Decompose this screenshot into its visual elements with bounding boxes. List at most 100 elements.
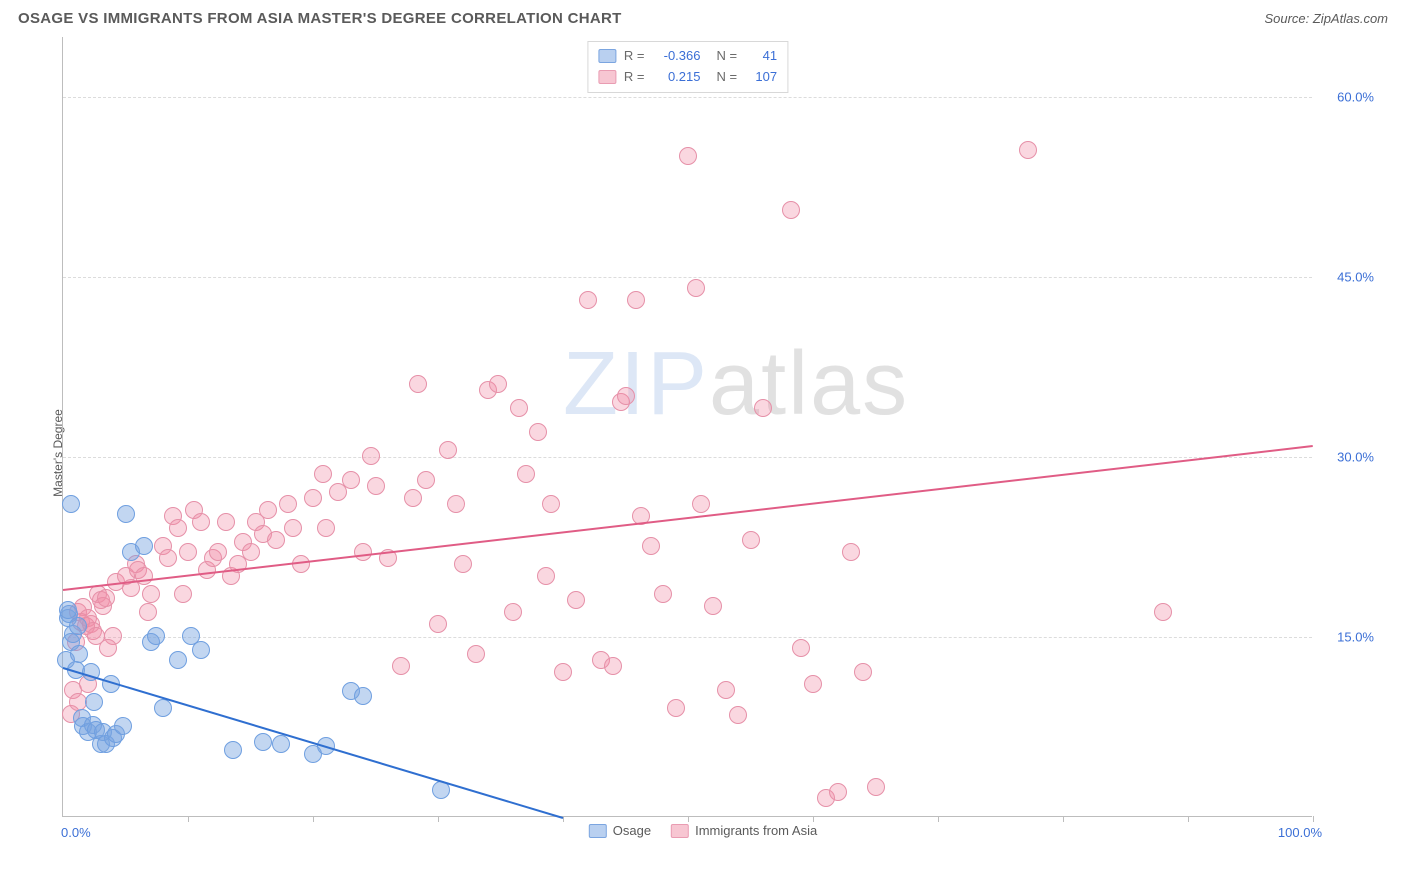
- point-blue: [224, 741, 242, 759]
- point-pink: [99, 639, 117, 657]
- legend-swatch: [671, 824, 689, 838]
- point-pink: [159, 549, 177, 567]
- x-tick: [1188, 816, 1189, 822]
- watermark: ZIPatlas: [563, 333, 909, 436]
- point-pink: [537, 567, 555, 585]
- point-blue: [114, 717, 132, 735]
- legend-swatch: [598, 49, 616, 63]
- point-pink: [679, 147, 697, 165]
- x-tick: [188, 816, 189, 822]
- point-pink: [627, 291, 645, 309]
- trendline-blue: [63, 667, 564, 819]
- watermark-zip: ZIP: [563, 334, 709, 434]
- point-pink: [529, 423, 547, 441]
- point-pink: [367, 477, 385, 495]
- point-pink: [617, 387, 635, 405]
- x-tick: [938, 816, 939, 822]
- point-pink: [467, 645, 485, 663]
- point-pink: [854, 663, 872, 681]
- x-tick: [688, 816, 689, 822]
- point-blue: [254, 733, 272, 751]
- point-pink: [542, 495, 560, 513]
- point-pink: [704, 597, 722, 615]
- legend-swatch: [598, 70, 616, 84]
- x-tick: [313, 816, 314, 822]
- point-pink: [454, 555, 472, 573]
- point-pink: [742, 531, 760, 549]
- point-pink: [429, 615, 447, 633]
- x-tick: [813, 816, 814, 822]
- point-blue: [147, 627, 165, 645]
- point-pink: [97, 589, 115, 607]
- point-blue: [192, 641, 210, 659]
- point-pink: [717, 681, 735, 699]
- plot-area: ZIPatlas R =-0.366N =41R =0.215N =107 15…: [62, 37, 1312, 817]
- point-pink: [409, 375, 427, 393]
- point-blue: [69, 617, 87, 635]
- point-pink: [642, 537, 660, 555]
- point-pink: [404, 489, 422, 507]
- point-pink: [654, 585, 672, 603]
- point-blue: [117, 505, 135, 523]
- gridline: [63, 277, 1312, 278]
- point-pink: [174, 585, 192, 603]
- point-blue: [59, 601, 77, 619]
- x-label-left: 0.0%: [61, 825, 91, 840]
- x-tick: [1313, 816, 1314, 822]
- point-pink: [362, 447, 380, 465]
- point-blue: [62, 495, 80, 513]
- bottom-legend: OsageImmigrants from Asia: [589, 823, 817, 838]
- point-pink: [867, 778, 885, 796]
- point-pink: [692, 495, 710, 513]
- stats-n-label: N =: [717, 46, 738, 67]
- x-tick: [438, 816, 439, 822]
- stats-r-value: 0.215: [653, 67, 701, 88]
- point-pink: [567, 591, 585, 609]
- point-pink: [179, 543, 197, 561]
- stats-r-label: R =: [624, 67, 645, 88]
- point-pink: [782, 201, 800, 219]
- stats-r-value: -0.366: [653, 46, 701, 67]
- y-tick-label: 45.0%: [1337, 270, 1374, 285]
- point-pink: [439, 441, 457, 459]
- point-pink: [139, 603, 157, 621]
- stats-legend: R = -0.366 N = 41 R = 0.215 N = 107: [587, 41, 788, 93]
- point-blue: [135, 537, 153, 555]
- point-pink: [829, 783, 847, 801]
- point-pink: [667, 699, 685, 717]
- point-pink: [792, 639, 810, 657]
- point-pink: [804, 675, 822, 693]
- point-pink: [317, 519, 335, 537]
- point-pink: [242, 543, 260, 561]
- point-blue: [70, 645, 88, 663]
- point-pink: [267, 531, 285, 549]
- point-pink: [489, 375, 507, 393]
- point-blue: [272, 735, 290, 753]
- legend-swatch: [589, 824, 607, 838]
- point-blue: [169, 651, 187, 669]
- point-pink: [284, 519, 302, 537]
- point-pink: [354, 543, 372, 561]
- point-pink: [1019, 141, 1037, 159]
- y-tick-label: 15.0%: [1337, 630, 1374, 645]
- point-pink: [579, 291, 597, 309]
- stats-n-value: 107: [745, 67, 777, 88]
- point-pink: [729, 706, 747, 724]
- point-pink: [517, 465, 535, 483]
- stats-n-value: 41: [745, 46, 777, 67]
- stats-r-label: R =: [624, 46, 645, 67]
- legend-label: Immigrants from Asia: [695, 823, 817, 838]
- x-tick: [1063, 816, 1064, 822]
- gridline: [63, 97, 1312, 98]
- point-pink: [1154, 603, 1172, 621]
- point-blue: [354, 687, 372, 705]
- x-label-right: 100.0%: [1278, 825, 1322, 840]
- point-pink: [687, 279, 705, 297]
- point-pink: [209, 543, 227, 561]
- stats-row: R = -0.366 N = 41: [598, 46, 777, 67]
- point-pink: [504, 603, 522, 621]
- source-attribution: Source: ZipAtlas.com: [1264, 11, 1388, 26]
- stats-n-label: N =: [717, 67, 738, 88]
- point-pink: [259, 501, 277, 519]
- point-pink: [754, 399, 772, 417]
